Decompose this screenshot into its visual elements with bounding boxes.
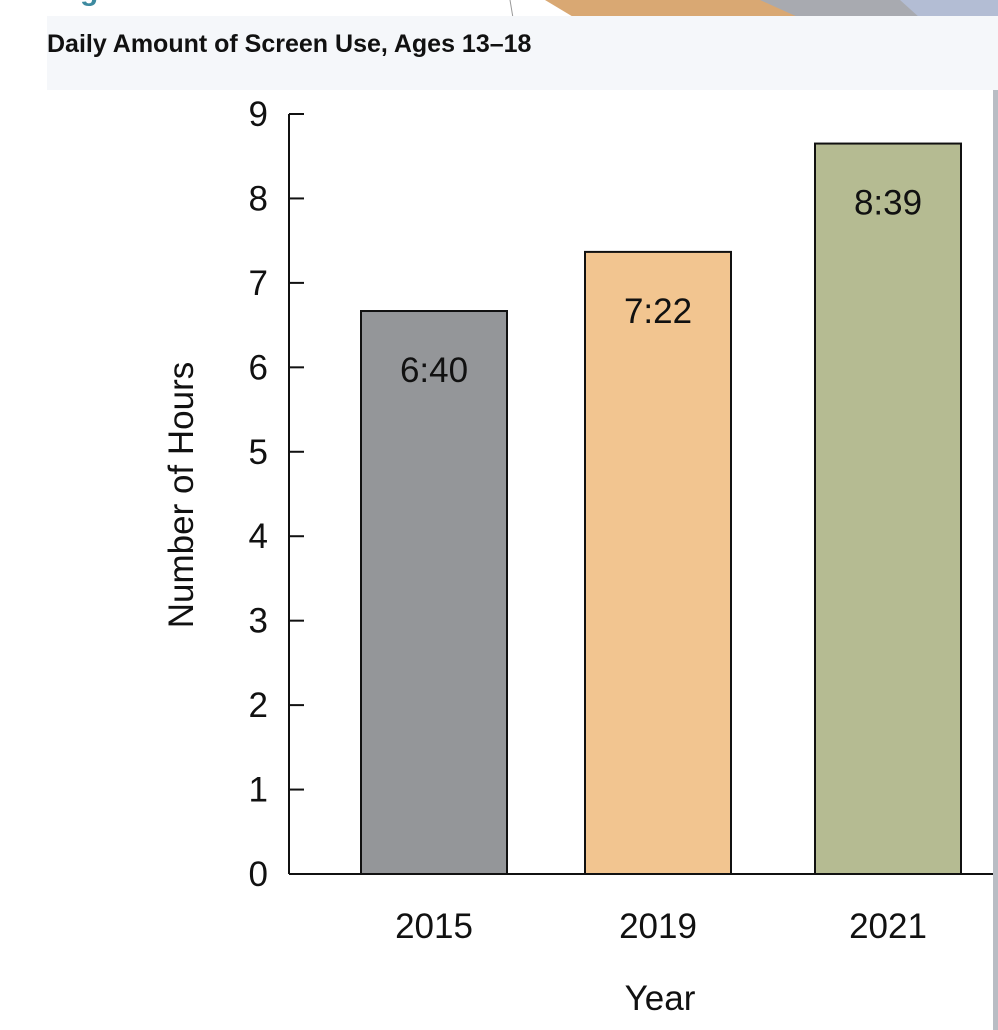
bar-data-label: 6:40 [400, 351, 468, 390]
plot-panel-edge [993, 90, 998, 1030]
y-tick-label: 7 [249, 264, 268, 303]
y-tick-label: 2 [249, 686, 268, 725]
y-tick-label: 9 [249, 95, 268, 134]
x-tick-label: 2021 [849, 907, 927, 946]
slide-blue-shape [900, 0, 998, 18]
bar-2019 [584, 250, 732, 876]
x-axis: 2015 2019 2021 [289, 873, 993, 946]
slide-divider-line [509, 0, 514, 19]
x-axis-title: Year [625, 979, 696, 1018]
bar-data-label: 8:39 [854, 184, 922, 223]
y-tick-label: 6 [249, 348, 268, 387]
cutoff-heading: g [80, 0, 102, 14]
y-tick-label: 4 [249, 517, 268, 556]
y-tick-label: 1 [249, 771, 268, 810]
x-tick-label: 2015 [395, 907, 473, 946]
y-axis: 0 1 2 3 4 5 6 7 8 9 [249, 95, 304, 894]
bar-2015 [360, 310, 508, 875]
y-tick-label: 5 [249, 433, 268, 472]
bars: 6:40 7:22 8:39 [360, 142, 962, 876]
y-tick-label: 3 [249, 602, 268, 641]
bar-2021 [814, 142, 962, 876]
y-axis-title: Number of Hours [162, 362, 201, 628]
chart-title: Daily Amount of Screen Use, Ages 13–18 [47, 30, 532, 58]
y-tick-label: 0 [249, 855, 268, 894]
cutoff-heading-text: g [80, 0, 98, 8]
x-tick-label: 2019 [619, 907, 697, 946]
title-band [47, 16, 998, 90]
bar-data-label: 7:22 [624, 292, 692, 331]
y-tick-label: 8 [249, 179, 268, 218]
